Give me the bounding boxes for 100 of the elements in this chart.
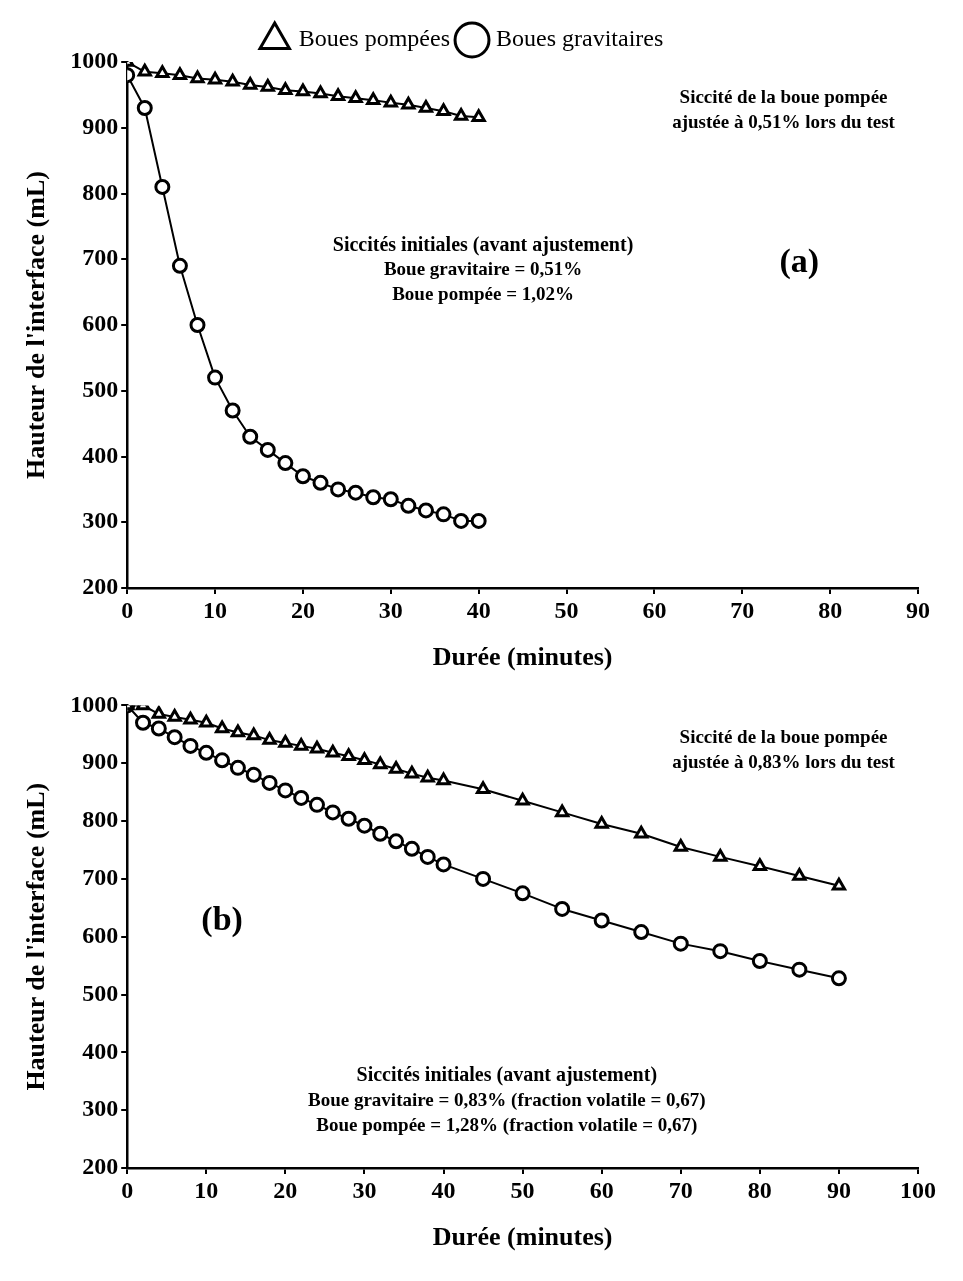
point <box>230 724 246 738</box>
point <box>259 441 276 458</box>
y-tick-label: 400 <box>82 441 119 468</box>
point <box>348 90 363 103</box>
point <box>515 792 530 806</box>
point <box>388 761 404 774</box>
point <box>229 759 246 776</box>
point <box>261 774 278 791</box>
point <box>246 727 261 741</box>
y-tick-label: 400 <box>82 1037 119 1064</box>
point <box>135 714 152 731</box>
point <box>295 83 311 97</box>
point <box>137 63 152 77</box>
point <box>260 78 275 92</box>
point <box>366 92 381 105</box>
point <box>435 506 452 523</box>
point <box>308 796 325 813</box>
y-tick-label: 500 <box>82 979 119 1006</box>
point <box>207 71 223 85</box>
point <box>382 491 399 508</box>
point <box>453 107 469 121</box>
point <box>242 428 259 445</box>
point <box>471 109 486 122</box>
x-tick-label: 30 <box>352 1176 377 1203</box>
point <box>470 512 487 529</box>
point <box>155 65 170 78</box>
point <box>325 744 340 758</box>
point <box>171 257 188 274</box>
point <box>372 825 389 842</box>
y-tick-label: 300 <box>82 507 119 534</box>
x-tick-label: 50 <box>554 596 579 623</box>
x-tick-label: 20 <box>290 596 315 623</box>
x-tick-label: 80 <box>747 1176 772 1203</box>
x-tick-label: 50 <box>510 1176 535 1203</box>
annotation: Siccité de la boue pompée ajustée à 0,83% lors du test <box>672 725 896 772</box>
point <box>313 85 328 99</box>
point <box>294 468 311 485</box>
point <box>347 484 364 501</box>
point <box>356 817 373 834</box>
point <box>189 317 206 333</box>
x-tick-label: 30 <box>378 596 403 623</box>
y-axis-title: Hauteur de l'interface (mL) <box>21 171 51 479</box>
point <box>453 512 470 529</box>
point <box>183 711 198 725</box>
point <box>166 729 183 746</box>
point <box>154 178 171 195</box>
y-tick-label: 800 <box>82 806 119 833</box>
point <box>357 752 372 766</box>
point <box>400 497 417 514</box>
y-tick-label: 800 <box>82 178 119 205</box>
point <box>792 867 807 881</box>
point <box>420 769 435 783</box>
x-tick-label: 90 <box>826 1176 851 1203</box>
y-tick-label: 1000 <box>70 47 119 74</box>
point <box>712 943 729 960</box>
y-tick-label: 900 <box>82 112 119 139</box>
x-tick-label: 10 <box>203 596 228 623</box>
point <box>751 952 768 969</box>
y-tick-label: 500 <box>82 375 119 402</box>
point <box>435 856 452 873</box>
point <box>198 744 215 761</box>
point <box>293 789 310 806</box>
y-tick-label: 600 <box>82 310 119 337</box>
point <box>182 737 199 754</box>
x-tick-label: 0 <box>121 596 134 623</box>
point <box>150 720 167 737</box>
point <box>309 740 325 754</box>
point <box>672 935 689 952</box>
point <box>404 765 420 779</box>
point <box>752 858 767 871</box>
y-tick-label: 900 <box>82 748 119 775</box>
y-tick-label: 600 <box>82 921 119 948</box>
point <box>278 734 293 748</box>
point <box>419 848 436 865</box>
y-tick-label: 200 <box>82 1153 119 1180</box>
y-tick-label: 700 <box>82 244 119 271</box>
point <box>383 94 398 108</box>
legend-label: Boues gravitaires <box>496 25 664 52</box>
point <box>594 815 609 829</box>
point <box>199 714 214 728</box>
point <box>294 737 309 751</box>
x-tick-label: 20 <box>273 1176 298 1203</box>
point <box>207 369 224 386</box>
point <box>330 88 346 101</box>
point <box>225 73 240 87</box>
point <box>475 870 492 887</box>
y-tick-label: 300 <box>82 1095 119 1122</box>
point <box>593 912 610 929</box>
point <box>245 766 262 783</box>
x-tick-label: 90 <box>906 596 930 623</box>
x-tick-label: 70 <box>730 596 755 623</box>
point <box>554 900 571 917</box>
x-tick-label: 100 <box>900 1176 936 1203</box>
point <box>475 781 491 794</box>
point <box>403 840 420 857</box>
point <box>243 77 258 90</box>
point <box>340 810 357 827</box>
point <box>136 100 153 117</box>
x-tick-label: 40 <box>466 596 491 623</box>
annotation: (a) <box>779 241 820 280</box>
